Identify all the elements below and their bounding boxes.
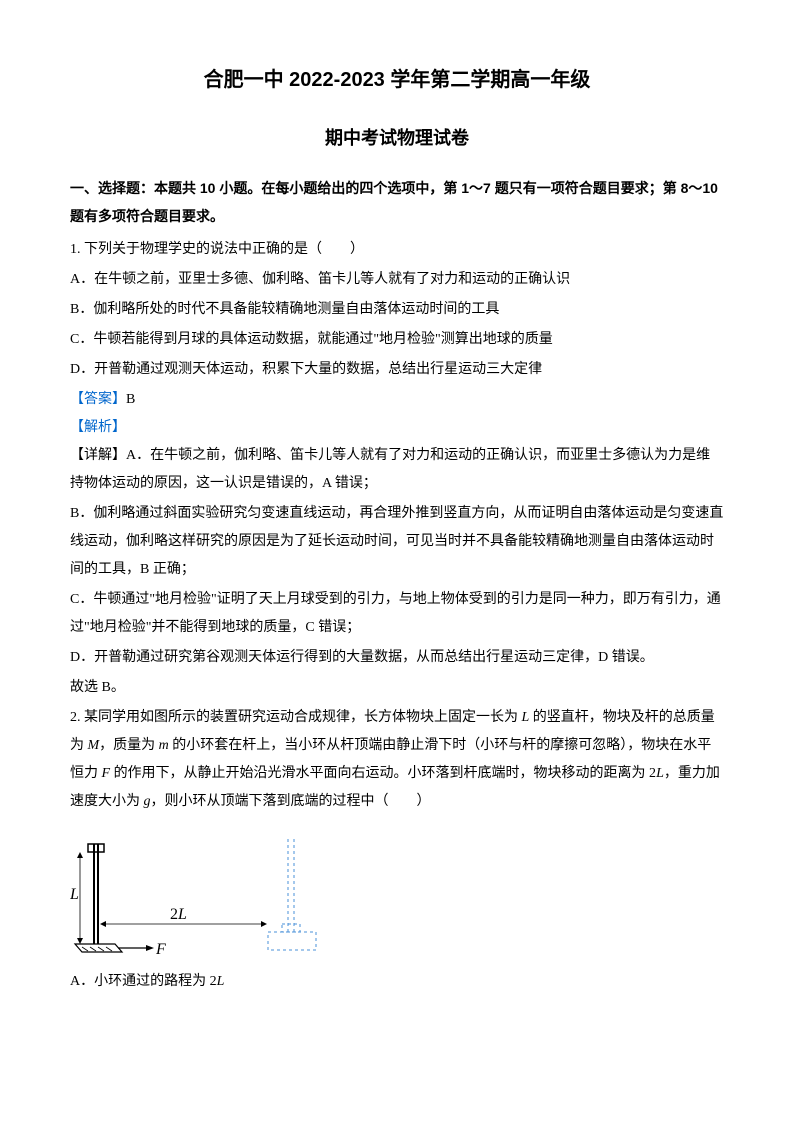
dashed-block — [268, 932, 316, 950]
answer-label: 【答案】 — [70, 392, 126, 407]
q1-option-a: A．在牛顿之前，亚里士多德、伽利略、笛卡儿等人就有了对力和运动的正确认识 — [70, 266, 724, 294]
ring-top — [88, 844, 104, 852]
q1-detail-d: D．开普勒通过研究第谷观测天体运行得到的大量数据，从而总结出行星运动三定律，D … — [70, 644, 724, 672]
q2-diagram: L 2L F — [70, 824, 724, 964]
page-subtitle: 期中考试物理试卷 — [70, 120, 724, 156]
detail-prefix: 【详解】 — [70, 448, 126, 463]
label-2l: 2L — [170, 906, 187, 923]
q1-stem: 1. 下列关于物理学史的说法中正确的是（ ） — [70, 236, 724, 264]
q1-option-b: B．伽利略所处的时代不具备能较精确地测量自由落体运动时间的工具 — [70, 296, 724, 324]
label-f: F — [155, 941, 166, 958]
q1-detail-a: 【详解】A．在牛顿之前，伽利略、笛卡儿等人就有了对力和运动的正确认识，而亚里士多… — [70, 442, 724, 498]
page-title: 合肥一中 2022-2023 学年第二学期高一年级 — [70, 60, 724, 100]
answer-value: B — [126, 392, 135, 407]
section-header: 一、选择题：本题共 10 小题。在每小题给出的四个选项中，第 1～7 题只有一项… — [70, 174, 724, 230]
q1-option-c: C．牛顿若能得到月球的具体运动数据，就能通过"地月检验"测算出地球的质量 — [70, 326, 724, 354]
q1-option-d: D．开普勒通过观测天体运动，积累下大量的数据，总结出行星运动三大定律 — [70, 356, 724, 384]
q2-stem: 2. 某同学用如图所示的装置研究运动合成规律，长方体物块上固定一长为 L 的竖直… — [70, 704, 724, 816]
q1-answer: 【答案】B — [70, 386, 724, 414]
label-l: L — [70, 886, 79, 903]
q1-detail-c: C．牛顿通过"地月检验"证明了天上月球受到的引力，与地上物体受到的引力是同一种力… — [70, 586, 724, 642]
block-base — [75, 944, 122, 952]
physics-diagram-svg: L 2L F — [70, 824, 330, 964]
q1-analysis-label: 【解析】 — [70, 414, 724, 442]
q1-detail-b: B．伽利略通过斜面实验研究匀变速直线运动，再合理外推到竖直方向，从而证明自由落体… — [70, 500, 724, 584]
dashed-ring — [282, 924, 300, 932]
q2-option-a: A．小环通过的路程为 2L — [70, 968, 724, 996]
q1-conclusion: 故选 B。 — [70, 674, 724, 702]
detail-a-text: A．在牛顿之前，伽利略、笛卡儿等人就有了对力和运动的正确认识，而亚里士多德认为力… — [70, 448, 710, 491]
